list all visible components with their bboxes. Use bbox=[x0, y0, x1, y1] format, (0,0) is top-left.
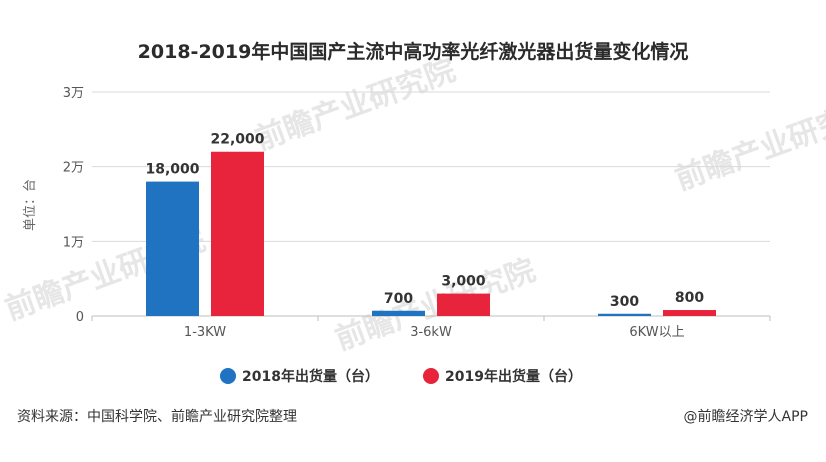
grid-layer bbox=[92, 91, 770, 317]
legend: 2018年出货量（台） 2019年出货量（台） bbox=[220, 368, 582, 385]
watermark-text: 前瞻产业研究院 bbox=[331, 253, 540, 358]
x-tick-label: 6KW以上 bbox=[629, 325, 684, 340]
x-tick-label: 1-3KW bbox=[184, 325, 226, 340]
bar-2019-2 bbox=[663, 310, 716, 316]
data-label: 18,000 bbox=[145, 162, 199, 178]
source-note: 资料来源：中国科学院、前瞻产业研究院整理 bbox=[17, 408, 297, 425]
legend-marker-2019 bbox=[423, 368, 439, 384]
y-tick-label: 3万 bbox=[63, 86, 84, 101]
x-tick-labels: 1-3KW 3-6kW 6KW以上 bbox=[91, 316, 771, 340]
bars bbox=[146, 151, 716, 316]
watermark-text: 前瞻产业研究院 bbox=[251, 53, 460, 158]
bar-2018-0 bbox=[146, 181, 199, 316]
legend-label-2018: 2018年出货量（台） bbox=[242, 368, 379, 385]
bar-2019-0 bbox=[211, 151, 264, 316]
watermark-text: 前瞻产业研究院 bbox=[671, 93, 826, 198]
data-label: 800 bbox=[675, 290, 704, 306]
y-tick-labels: 0 1万 2万 3万 bbox=[63, 86, 84, 325]
bar-2018-2 bbox=[598, 313, 651, 316]
legend-marker-2018 bbox=[220, 368, 236, 384]
chart-title: 2018-2019年中国国产主流中高功率光纤激光器出货量变化情况 bbox=[138, 40, 689, 63]
x-tick-label: 3-6kW bbox=[410, 325, 452, 340]
y-tick-label: 2万 bbox=[63, 161, 84, 176]
data-label: 3,000 bbox=[441, 274, 486, 290]
data-labels: 18,000 22,000 700 3,000 300 800 bbox=[145, 132, 704, 310]
legend-label-2019: 2019年出货量（台） bbox=[445, 368, 582, 385]
y-tick-label: 0 bbox=[76, 310, 84, 325]
y-tick-label: 1万 bbox=[63, 235, 84, 250]
credit-note: @前瞻经济学人APP bbox=[684, 408, 808, 425]
bar-2019-1 bbox=[437, 293, 490, 316]
y-axis-label: 单位：台 bbox=[23, 179, 38, 231]
data-label: 700 bbox=[384, 291, 413, 307]
data-label: 22,000 bbox=[210, 132, 264, 148]
bar-2018-1 bbox=[372, 310, 425, 316]
data-label: 300 bbox=[610, 294, 639, 310]
